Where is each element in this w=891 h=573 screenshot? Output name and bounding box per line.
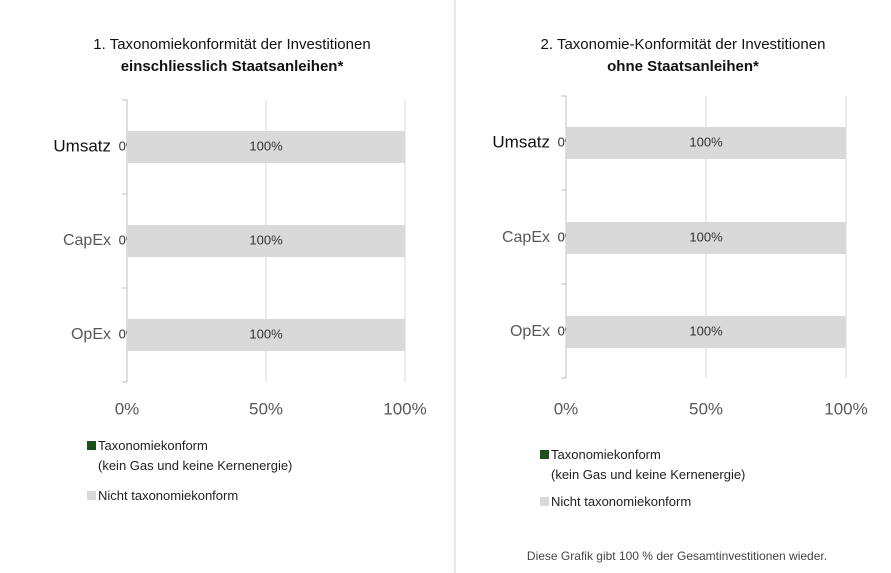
legend-label: Taxonomiekonform (kein Gas und keine Ker…: [551, 447, 746, 482]
category-label: Umsatz: [492, 132, 550, 151]
legend-entry: Taxonomiekonform (kein Gas und keine Ker…: [87, 436, 292, 476]
bar-segment: [566, 127, 846, 159]
value-label: 100%: [689, 229, 723, 244]
bar-segment: [566, 316, 846, 348]
legend-entry: Taxonomiekonform (kein Gas und keine Ker…: [540, 445, 745, 485]
chart-title: 2. Taxonomie-Konformität der Investition…: [541, 36, 826, 53]
category-label: Umsatz: [53, 136, 111, 155]
chart-title: 1. Taxonomiekonformität der Investitione…: [93, 36, 370, 53]
legend-swatch: [540, 450, 549, 459]
category-label: CapEx: [502, 229, 550, 246]
legend-label: Nicht taxonomiekonform: [98, 488, 239, 503]
legend-label: Taxonomiekonform (kein Gas und keine Ker…: [98, 438, 293, 473]
value-label: 100%: [249, 232, 283, 247]
category-label: CapEx: [63, 232, 111, 249]
x-tick-label: 100%: [824, 399, 867, 418]
bar-segment: [127, 131, 405, 163]
bar-segment: [566, 222, 846, 254]
x-tick-label: 0%: [115, 399, 140, 418]
legend-swatch: [540, 497, 549, 506]
legend-entry: Nicht taxonomiekonform: [87, 486, 238, 506]
value-label: 100%: [249, 138, 283, 153]
chart-subtitle: ohne Staatsanleihen*: [607, 58, 759, 75]
x-tick-label: 0%: [554, 399, 579, 418]
note: Diese Grafik gibt 100 % der Gesamtinvest…: [527, 549, 827, 563]
bar-segment: [127, 225, 405, 257]
value-label: 100%: [689, 323, 723, 338]
legend-swatch: [87, 441, 96, 450]
x-tick-label: 100%: [383, 399, 426, 418]
bar-segment: [127, 319, 405, 351]
x-tick-label: 50%: [689, 399, 723, 418]
chart-subtitle: einschliesslich Staatsanleihen*: [121, 58, 344, 75]
x-tick-label: 50%: [249, 399, 283, 418]
legend-swatch: [87, 491, 96, 500]
legend-entry: Nicht taxonomiekonform: [540, 492, 691, 512]
category-label: OpEx: [71, 326, 111, 343]
category-label: OpEx: [510, 323, 550, 340]
value-label: 100%: [249, 326, 283, 341]
legend-label: Nicht taxonomiekonform: [551, 494, 692, 509]
value-label: 100%: [689, 134, 723, 149]
